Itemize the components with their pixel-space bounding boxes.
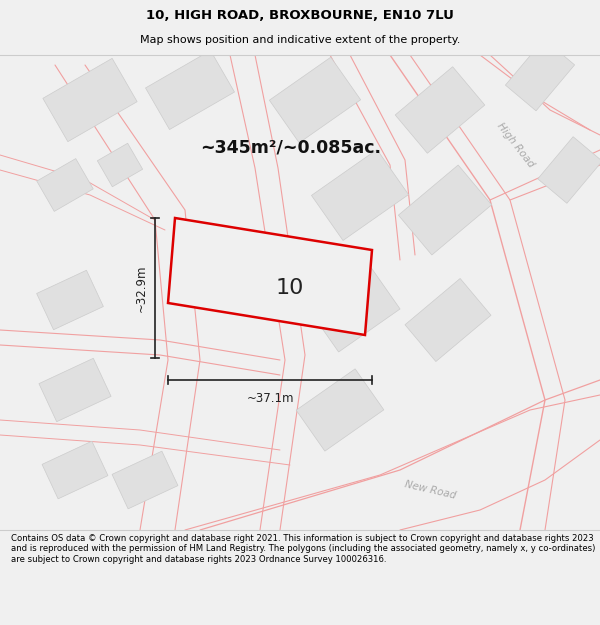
Text: 10: 10 [276, 278, 304, 298]
Polygon shape [112, 451, 178, 509]
Polygon shape [538, 137, 600, 203]
Polygon shape [395, 67, 485, 153]
Polygon shape [168, 218, 372, 335]
Polygon shape [37, 270, 103, 330]
Polygon shape [398, 165, 491, 255]
Polygon shape [269, 58, 361, 142]
Text: ~37.1m: ~37.1m [246, 391, 294, 404]
Polygon shape [296, 369, 384, 451]
Text: Contains OS data © Crown copyright and database right 2021. This information is : Contains OS data © Crown copyright and d… [11, 534, 595, 564]
Text: Map shows position and indicative extent of the property.: Map shows position and indicative extent… [140, 34, 460, 44]
Polygon shape [37, 159, 93, 211]
Text: New Road: New Road [403, 479, 457, 501]
Polygon shape [310, 268, 400, 352]
Polygon shape [97, 143, 143, 187]
Text: 10, HIGH ROAD, BROXBOURNE, EN10 7LU: 10, HIGH ROAD, BROXBOURNE, EN10 7LU [146, 9, 454, 22]
Text: High Road: High Road [494, 121, 535, 169]
Polygon shape [505, 39, 575, 111]
Polygon shape [146, 51, 235, 129]
Polygon shape [311, 149, 409, 241]
Polygon shape [42, 441, 108, 499]
Polygon shape [43, 58, 137, 142]
Polygon shape [39, 358, 111, 422]
Polygon shape [405, 279, 491, 361]
Text: ~32.9m: ~32.9m [134, 264, 148, 312]
Text: ~345m²/~0.085ac.: ~345m²/~0.085ac. [200, 139, 381, 157]
